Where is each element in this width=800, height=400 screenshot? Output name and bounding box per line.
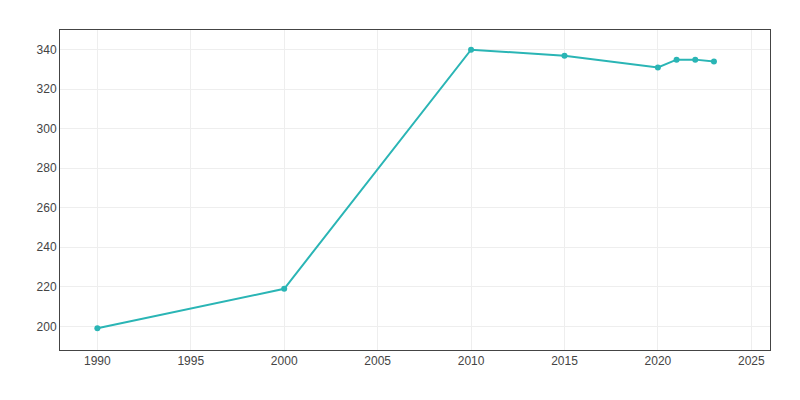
svg-text:200: 200 <box>37 320 57 334</box>
svg-text:240: 240 <box>37 240 57 254</box>
svg-text:2015: 2015 <box>551 354 578 368</box>
svg-text:2000: 2000 <box>271 354 298 368</box>
svg-text:2020: 2020 <box>645 354 672 368</box>
svg-text:2025: 2025 <box>738 354 765 368</box>
svg-text:300: 300 <box>37 122 57 136</box>
svg-text:260: 260 <box>37 201 57 215</box>
svg-text:320: 320 <box>37 82 57 96</box>
svg-text:2010: 2010 <box>458 354 485 368</box>
svg-text:1990: 1990 <box>84 354 111 368</box>
svg-text:2005: 2005 <box>364 354 391 368</box>
svg-text:340: 340 <box>37 43 57 57</box>
svg-text:280: 280 <box>37 161 57 175</box>
svg-text:1995: 1995 <box>177 354 204 368</box>
svg-text:220: 220 <box>37 280 57 294</box>
